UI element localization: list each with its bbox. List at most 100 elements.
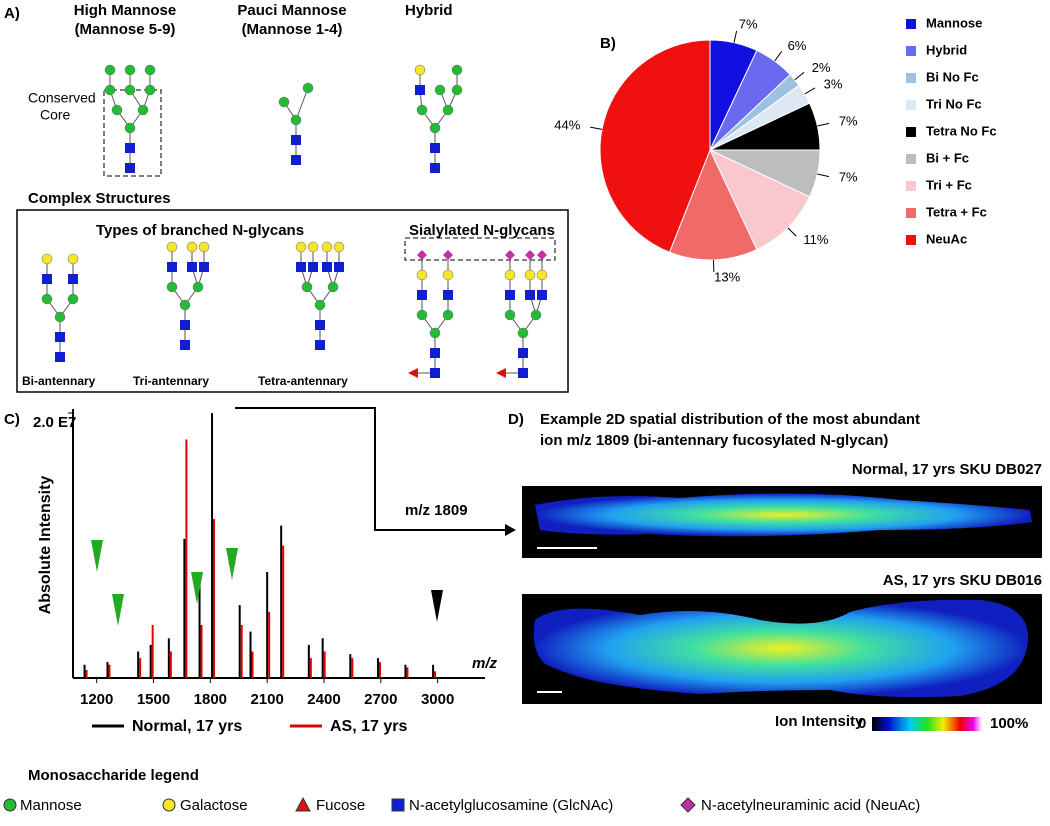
galactose bbox=[186, 241, 198, 253]
leader-line bbox=[733, 30, 738, 43]
legend-label: Normal, 17 yrs bbox=[132, 718, 242, 735]
leader-line bbox=[817, 122, 830, 127]
mannose bbox=[124, 64, 136, 76]
galactose bbox=[504, 269, 516, 281]
tissue bbox=[533, 599, 1029, 698]
mannose bbox=[41, 293, 53, 305]
bond bbox=[295, 87, 309, 121]
mannose bbox=[124, 84, 136, 96]
neuac bbox=[537, 250, 547, 260]
legend-title: Monosaccharide legend bbox=[28, 767, 199, 784]
panel-label: A) bbox=[4, 5, 20, 22]
galactose bbox=[321, 241, 333, 253]
mannose bbox=[327, 281, 339, 293]
glcnac bbox=[430, 163, 440, 173]
value-label: 13% bbox=[714, 269, 740, 284]
legend-label: Tetra + Fc bbox=[926, 204, 987, 219]
legend-swatch bbox=[906, 181, 916, 191]
leader-line bbox=[774, 51, 783, 62]
glcnac bbox=[55, 332, 65, 342]
fucose bbox=[408, 368, 418, 378]
mannose bbox=[442, 104, 454, 116]
mannose bbox=[434, 84, 446, 96]
heading: High Mannose bbox=[74, 2, 177, 19]
arrow bbox=[235, 407, 508, 531]
spectrum: 2.0 E7 1200 1500 1800 2100 2400 2700 3000 Normal… bbox=[33, 409, 485, 735]
galactose bbox=[307, 241, 319, 253]
glcnac bbox=[525, 290, 535, 300]
galactose bbox=[67, 253, 79, 265]
marker bbox=[226, 548, 238, 580]
glycans bbox=[41, 64, 548, 378]
x-tick-label: 2100 bbox=[250, 691, 283, 708]
legend-item: Mannose bbox=[20, 797, 82, 814]
mannose bbox=[290, 114, 302, 126]
complex-box bbox=[16, 209, 569, 393]
value-label: 7% bbox=[739, 17, 758, 32]
legend-swatch bbox=[906, 46, 916, 56]
glcnac bbox=[308, 262, 318, 272]
glycan-label: Bi-antennary bbox=[22, 374, 96, 388]
neuac bbox=[505, 250, 515, 260]
glcnac bbox=[430, 368, 440, 378]
heading: Types of branched N-glycans bbox=[96, 222, 304, 239]
glcnac bbox=[42, 274, 52, 284]
panel-title: Example 2D spatial distribution of the m… bbox=[540, 411, 920, 428]
glcnac bbox=[180, 340, 190, 350]
marker bbox=[431, 590, 443, 622]
mannose bbox=[314, 299, 326, 311]
leader-line bbox=[804, 87, 816, 95]
leader-line bbox=[794, 71, 805, 81]
glcnac bbox=[518, 348, 528, 358]
mannose bbox=[104, 64, 116, 76]
mannose bbox=[104, 84, 116, 96]
legend-symbol bbox=[162, 798, 176, 812]
legend-label: Tetra No Fc bbox=[926, 123, 997, 138]
glcnac bbox=[505, 290, 515, 300]
mannose bbox=[301, 281, 313, 293]
legend-symbol bbox=[3, 798, 17, 812]
glcnac bbox=[291, 135, 301, 145]
legend-label: NeuAc bbox=[926, 231, 967, 246]
mannose bbox=[530, 309, 542, 321]
galactose bbox=[333, 241, 345, 253]
mannose bbox=[137, 104, 149, 116]
galactose bbox=[166, 241, 178, 253]
x-tick-label: 1200 bbox=[80, 691, 113, 708]
legend-label: Bi No Fc bbox=[926, 69, 979, 84]
value-label: 11% bbox=[803, 232, 828, 247]
galactose bbox=[414, 64, 426, 76]
neuac bbox=[417, 250, 427, 260]
legend-label: Bi + Fc bbox=[926, 150, 969, 165]
x-tick-label: 1800 bbox=[194, 691, 227, 708]
glycan-label: Tri-antennary bbox=[133, 374, 209, 388]
pie-chart: 7% Mannose 6% Hybrid 2% Bi No Fc 3% Tri No Fc 7%… bbox=[554, 15, 996, 284]
mannose bbox=[429, 327, 441, 339]
legend-item: Galactose bbox=[180, 797, 248, 814]
mannose bbox=[278, 96, 290, 108]
glcnac bbox=[315, 320, 325, 330]
legend-swatch bbox=[906, 127, 916, 137]
legend-label: Tri No Fc bbox=[926, 96, 982, 111]
panel-label: D) bbox=[508, 411, 524, 428]
colorbar-label: 100% bbox=[990, 715, 1028, 732]
value-label: 3% bbox=[824, 76, 843, 91]
legend-label: Tri + Fc bbox=[926, 177, 972, 192]
glcnac bbox=[167, 262, 177, 272]
fucose bbox=[496, 368, 506, 378]
value-label: 7% bbox=[839, 169, 858, 184]
mannose bbox=[124, 122, 136, 134]
glcnac bbox=[199, 262, 209, 272]
mannose bbox=[111, 104, 123, 116]
mannose bbox=[504, 309, 516, 321]
pie-slice bbox=[668, 148, 758, 261]
marker bbox=[191, 572, 203, 604]
mannose bbox=[451, 64, 463, 76]
heading: (Mannose 5-9) bbox=[75, 21, 176, 38]
glcnac bbox=[187, 262, 197, 272]
arrow-label: m/z 1809 bbox=[405, 502, 468, 519]
colorbar-title: Ion Intensity bbox=[775, 713, 864, 730]
x-tick-label: 2400 bbox=[307, 691, 340, 708]
heading: Complex Structures bbox=[28, 190, 171, 207]
